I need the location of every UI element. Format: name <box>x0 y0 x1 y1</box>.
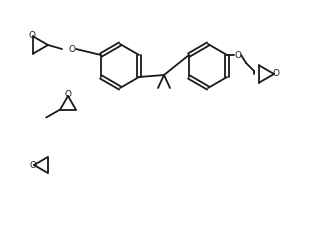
Text: O: O <box>65 90 71 99</box>
Text: O: O <box>29 161 36 169</box>
Text: O: O <box>29 31 36 40</box>
Text: O: O <box>234 51 242 59</box>
Text: O: O <box>272 69 279 79</box>
Text: O: O <box>68 45 76 54</box>
